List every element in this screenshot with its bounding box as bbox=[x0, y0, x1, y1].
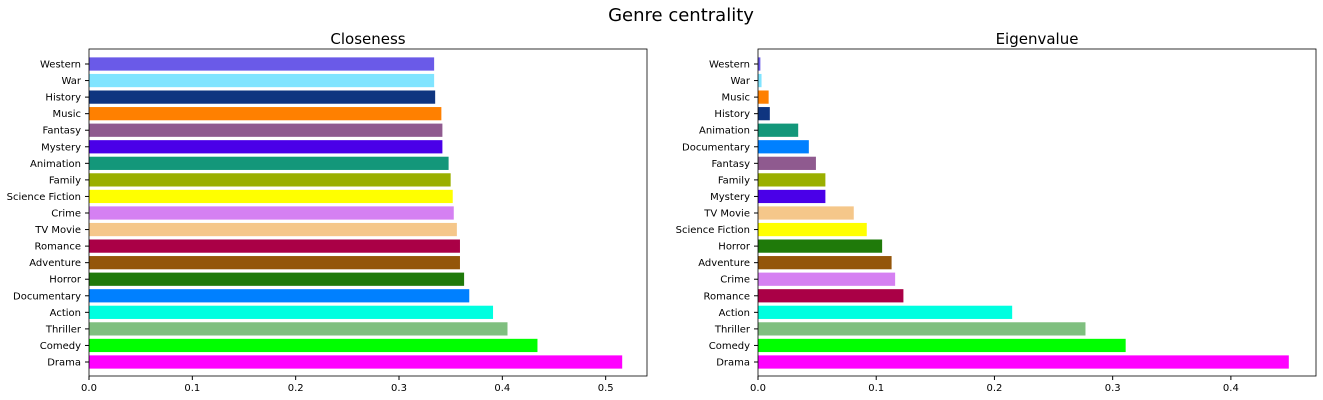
y-tick-label: TV Movie bbox=[703, 209, 750, 220]
y-tick-label: Action bbox=[719, 308, 750, 319]
bar-history bbox=[89, 90, 436, 104]
y-tick-label: Documentary bbox=[682, 142, 750, 153]
y-tick-label: Adventure bbox=[698, 258, 750, 269]
bar-romance bbox=[758, 289, 904, 303]
x-tick-label: 0.1 bbox=[868, 383, 884, 394]
bar-music bbox=[758, 90, 769, 104]
bar-fantasy bbox=[89, 123, 443, 137]
y-tick-label: War bbox=[62, 76, 82, 87]
bar-science-fiction bbox=[758, 222, 867, 237]
bar-crime bbox=[89, 206, 454, 220]
bar-thriller bbox=[89, 322, 508, 336]
x-tick-label: 0.4 bbox=[1223, 383, 1239, 394]
y-tick-label: Western bbox=[709, 60, 750, 71]
y-tick-label: Comedy bbox=[40, 341, 81, 352]
x-tick-label: 0.5 bbox=[598, 383, 614, 394]
y-tick-label: TV Movie bbox=[34, 225, 81, 236]
y-tick-label: Horror bbox=[718, 242, 751, 253]
bar-action bbox=[89, 305, 494, 319]
bar-animation bbox=[758, 123, 799, 137]
bar-animation bbox=[89, 156, 449, 170]
bar-tv-movie bbox=[758, 206, 854, 220]
y-tick-label: Science Fiction bbox=[676, 225, 750, 236]
bar-history bbox=[758, 107, 770, 121]
y-tick-label: Crime bbox=[720, 275, 750, 286]
eigenvalue-chart: Eigenvalue Drama Comedy Thriller Action Roman… bbox=[676, 30, 1317, 394]
y-tick-label: Thriller bbox=[714, 324, 751, 335]
x-tick-label: 0.1 bbox=[184, 383, 200, 394]
y-tick-label: Family bbox=[718, 175, 750, 186]
bar-adventure bbox=[89, 256, 460, 270]
bar-documentary bbox=[89, 289, 470, 303]
y-tick-label: Family bbox=[49, 175, 81, 186]
y-tick-label: Music bbox=[722, 93, 750, 104]
y-tick-label: Fantasy bbox=[712, 159, 751, 170]
bar-romance bbox=[89, 239, 460, 253]
y-tick-label: Music bbox=[53, 109, 81, 120]
y-tick-label: Romance bbox=[35, 242, 81, 253]
bar-mystery bbox=[89, 140, 443, 154]
chart-title: Closeness bbox=[330, 30, 405, 48]
bar-music bbox=[89, 107, 442, 121]
bar-mystery bbox=[758, 189, 826, 204]
chart-title: Eigenvalue bbox=[996, 30, 1079, 48]
y-tick-label: War bbox=[731, 76, 751, 87]
bar-comedy bbox=[89, 338, 538, 353]
bar-western bbox=[89, 57, 435, 71]
y-tick-label: Western bbox=[40, 60, 81, 71]
plot-frame bbox=[88, 48, 648, 377]
bar-family bbox=[758, 173, 826, 187]
y-tick-label: Science Fiction bbox=[7, 192, 81, 203]
y-tick-label: Action bbox=[50, 308, 81, 319]
y-tick-label: History bbox=[714, 109, 750, 120]
bar-war bbox=[758, 73, 762, 88]
figure-title: Genre centrality bbox=[608, 5, 754, 26]
y-tick-label: Crime bbox=[51, 209, 81, 220]
bar-fantasy bbox=[758, 156, 816, 170]
bar-adventure bbox=[758, 256, 892, 270]
x-tick-label: 0.3 bbox=[391, 383, 407, 394]
y-tick-label: Documentary bbox=[13, 291, 81, 302]
bar-crime bbox=[758, 272, 896, 286]
y-tick-label: Comedy bbox=[709, 341, 750, 352]
bar-thriller bbox=[758, 322, 1086, 336]
y-tick-label: Mystery bbox=[41, 142, 81, 153]
x-tick-label: 0.4 bbox=[494, 383, 510, 394]
bar-family bbox=[89, 173, 451, 187]
bar-drama bbox=[758, 355, 1289, 369]
bar-war bbox=[89, 73, 435, 88]
y-tick-label: Romance bbox=[704, 291, 750, 302]
y-tick-label: Horror bbox=[49, 275, 82, 286]
bar-comedy bbox=[758, 338, 1126, 353]
bar-horror bbox=[758, 239, 883, 253]
bar-documentary bbox=[758, 140, 809, 154]
y-tick-label: History bbox=[45, 93, 81, 104]
bar-drama bbox=[89, 355, 623, 369]
bar-horror bbox=[89, 272, 465, 286]
x-tick-label: 0.2 bbox=[288, 383, 304, 394]
y-tick-label: Animation bbox=[30, 159, 81, 170]
bar-science-fiction bbox=[89, 189, 453, 204]
bar-western bbox=[758, 57, 761, 71]
y-tick-label: Drama bbox=[47, 358, 81, 369]
x-tick-label: 0.0 bbox=[750, 383, 766, 394]
x-tick-label: 0.0 bbox=[81, 383, 97, 394]
y-tick-label: Thriller bbox=[45, 324, 82, 335]
closeness-chart: Closeness Drama Comedy Thriller Action Docume… bbox=[7, 30, 648, 394]
y-tick-label: Fantasy bbox=[43, 126, 82, 137]
y-tick-label: Mystery bbox=[710, 192, 750, 203]
bar-action bbox=[758, 305, 1013, 319]
y-tick-label: Drama bbox=[716, 358, 750, 369]
y-tick-label: Animation bbox=[699, 126, 750, 137]
y-tick-label: Adventure bbox=[29, 258, 81, 269]
x-tick-label: 0.2 bbox=[986, 383, 1002, 394]
bar-tv-movie bbox=[89, 222, 457, 237]
x-tick-label: 0.3 bbox=[1105, 383, 1121, 394]
plot-frame bbox=[757, 48, 1317, 377]
